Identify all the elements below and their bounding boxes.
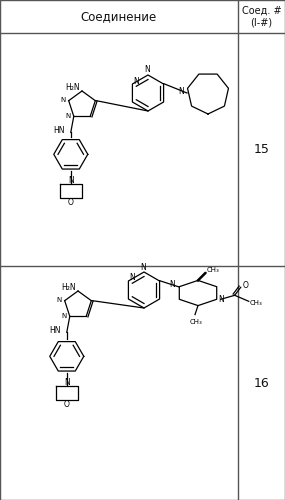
Text: O: O	[68, 198, 74, 207]
Text: N: N	[140, 262, 146, 272]
Text: N: N	[60, 96, 66, 102]
Text: N: N	[62, 314, 67, 320]
Text: 15: 15	[254, 143, 269, 156]
Text: H₂N: H₂N	[61, 282, 76, 292]
Text: N: N	[144, 66, 150, 74]
Text: N: N	[66, 114, 71, 119]
Text: N: N	[134, 76, 139, 86]
Text: HN: HN	[53, 126, 65, 135]
Text: 16: 16	[254, 376, 269, 390]
Text: H₂N: H₂N	[65, 82, 80, 92]
Text: Соединение: Соединение	[81, 10, 157, 22]
Text: N: N	[170, 280, 175, 289]
Text: N: N	[178, 86, 184, 96]
Text: O: O	[243, 281, 249, 290]
Text: N: N	[64, 378, 70, 387]
Text: CH₃: CH₃	[250, 300, 262, 306]
Text: CH₃: CH₃	[207, 268, 220, 274]
Text: CH₃: CH₃	[190, 318, 202, 324]
Text: N: N	[56, 296, 62, 302]
Text: N: N	[68, 176, 74, 185]
Text: N: N	[219, 295, 225, 304]
Text: HN: HN	[49, 326, 61, 335]
Text: O: O	[64, 400, 70, 409]
Text: N: N	[130, 274, 135, 282]
Text: Соед. #
(I-#): Соед. # (I-#)	[242, 6, 281, 27]
